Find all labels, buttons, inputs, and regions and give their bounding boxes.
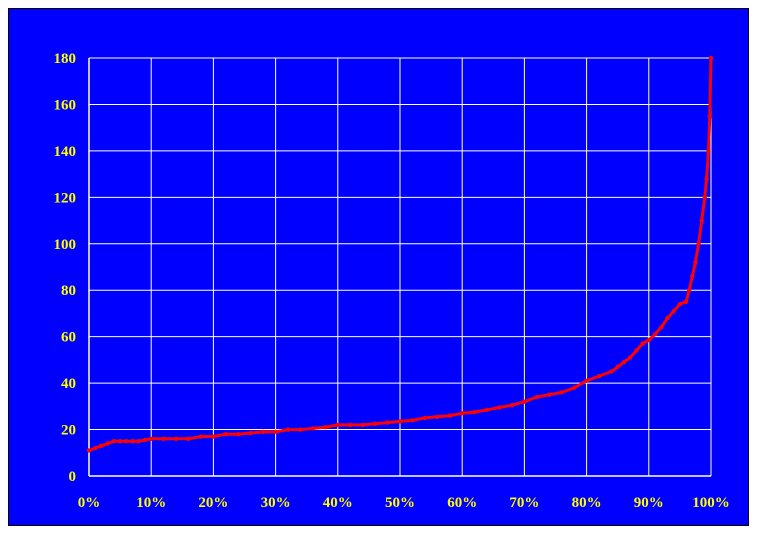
data-point [484,407,490,413]
data-point [522,399,527,404]
data-point [627,355,633,360]
data-point [117,438,123,444]
y-tick-label: 0 [69,469,77,485]
y-tick-label: 20 [61,423,76,439]
data-point [186,436,191,442]
data-point [609,369,614,374]
data-point [687,288,692,293]
data-point [397,419,403,424]
y-tick-label: 140 [54,144,77,160]
data-point [690,274,695,279]
data-point [571,385,577,390]
data-point [460,411,465,416]
x-tick-label: 10% [136,495,166,511]
data-point [410,418,415,423]
data-point [534,394,540,400]
data-point [335,422,340,428]
data-point [699,218,704,223]
data-point [677,301,683,307]
x-tick-label: 40% [323,495,353,511]
data-point [236,432,241,437]
data-point [105,441,110,446]
data-point [130,438,135,444]
data-point [665,315,670,321]
data-point [360,422,365,428]
x-tick-label: 90% [634,495,664,511]
data-point [696,241,701,246]
data-point [708,55,714,61]
data-point [693,260,698,265]
data-point [447,413,452,418]
data-point [260,429,266,435]
y-tick-label: 40 [61,376,76,392]
y-tick-label: 120 [54,190,77,206]
y-tick-label: 160 [54,97,77,113]
data-point [659,325,664,330]
data-point [93,445,98,451]
data-point [385,420,390,425]
data-point [509,402,515,408]
y-tick-label: 80 [61,283,76,299]
data-point [422,415,428,421]
data-point [615,364,620,370]
data-point [111,438,117,444]
x-tick-label: 100% [692,495,730,511]
data-point [372,421,378,426]
x-tick-label: 30% [261,495,291,511]
data-point [298,427,303,432]
data-point [435,414,440,419]
x-tick-label: 20% [198,495,228,511]
data-point [706,148,711,154]
data-point [198,434,204,439]
data-point [640,341,645,346]
data-point [323,425,328,430]
data-point [124,438,129,444]
data-point [707,113,712,119]
x-tick-label: 80% [572,495,602,511]
data-point [472,409,477,415]
data-point [497,405,502,410]
data-point [584,378,589,383]
data-point [285,427,291,432]
data-point [646,337,651,343]
data-point [149,436,154,442]
data-point [310,426,316,431]
data-point [99,443,104,449]
y-tick-label: 60 [61,330,76,346]
data-point [142,437,148,443]
data-point [348,422,353,428]
x-tick-label: 0% [78,495,101,511]
series-line [88,57,713,452]
data-point [596,373,602,379]
y-tick-label: 100 [54,237,77,253]
data-point [223,432,229,437]
y-tick-label: 180 [54,51,77,67]
data-point [86,448,92,453]
data-point [671,308,676,314]
data-point [704,176,709,181]
data-point [547,392,552,397]
data-point [273,429,278,435]
x-tick-label: 70% [509,495,539,511]
data-point [683,299,689,305]
data-point [559,390,564,395]
data-point [702,195,707,200]
data-point [136,438,141,444]
data-point [652,332,658,337]
data-point [173,436,179,442]
data-point [161,436,166,442]
data-point [248,430,253,436]
data-point [621,360,627,365]
x-tick-label: 50% [385,495,415,511]
data-point [211,434,216,439]
data-point [634,348,639,353]
x-tick-label: 60% [447,495,477,511]
